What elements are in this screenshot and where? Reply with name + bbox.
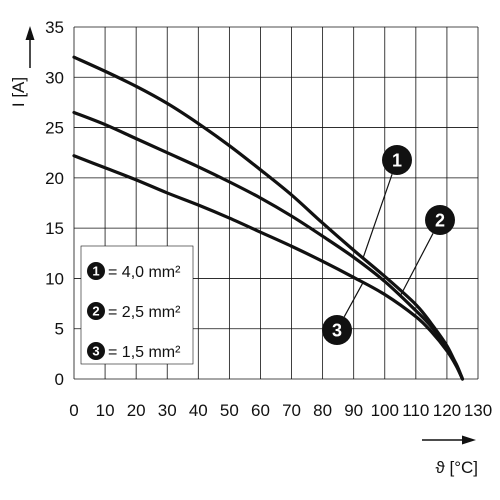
y-tick-label: 25 [45,119,64,138]
callout-leader-2 [399,233,434,297]
series-line-3 [72,154,465,381]
legend-label-1: = 4,0 mm² [108,264,181,281]
y-axis-arrow-head [25,26,35,40]
legend: 1 = 4,0 mm² 2 = 2,5 mm² 3 = 1,5 mm² [80,245,194,365]
x-tick-label: 20 [127,401,146,420]
legend-marker-3 [87,342,105,360]
y-axis-title-group: I [A] [9,26,35,107]
legend-label-2: = 2,5 mm² [108,304,181,321]
y-tick-label: 10 [45,269,64,288]
x-tick-label: 40 [189,401,208,420]
x-tick-label: 10 [96,401,115,420]
x-axis-arrow-head [462,435,476,445]
callout-circle-3 [322,315,352,345]
x-tick-label: 30 [158,401,177,420]
x-axis-title: ϑ [°C] [435,458,478,477]
y-tick-label: 5 [55,320,64,339]
callout-circle-1 [382,145,412,175]
callout-number-2: 2 [435,211,445,231]
x-axis-title-group: ϑ [°C] [422,435,478,477]
x-tick-label: 50 [220,401,239,420]
legend-label-3: = 1,5 mm² [108,344,181,361]
tick-labels: 0 10 20 30 40 50 60 70 80 90 100 110 120 130051015202… [45,18,492,420]
legend-marker-number-3: 3 [92,344,99,359]
legend-marker-2 [87,302,105,320]
legend-marker-1 [87,262,105,280]
series-callouts: 1 2 3 [322,145,455,345]
callout-number-1: 1 [392,151,402,171]
callout-leader-1 [362,173,393,259]
callout-circle-2 [425,205,455,235]
y-tick-label: 20 [45,169,64,188]
x-tick-label: 100 [371,401,399,420]
y-tick-label: 0 [55,370,64,389]
x-tick-label: 0 [69,401,78,420]
legend-marker-number-1: 1 [92,264,99,279]
x-tick-label: 90 [344,401,363,420]
y-tick-label: 30 [45,68,64,87]
x-tick-label: 80 [313,401,332,420]
callout-number-3: 3 [332,321,342,341]
x-tick-label: 110 [402,401,429,420]
x-tick-label: 130 [464,401,492,420]
y-axis-title: I [A] [9,77,28,107]
callout-leader-3 [343,282,364,318]
series-line-2 [72,110,465,381]
x-tick-label: 60 [251,401,270,420]
x-tick-label: 120 [433,401,461,420]
series-lines [72,55,465,381]
legend-marker-number-2: 2 [92,304,99,319]
x-tick-label: 70 [282,401,301,420]
y-tick-label: 35 [45,18,64,37]
y-tick-label: 15 [45,219,64,238]
